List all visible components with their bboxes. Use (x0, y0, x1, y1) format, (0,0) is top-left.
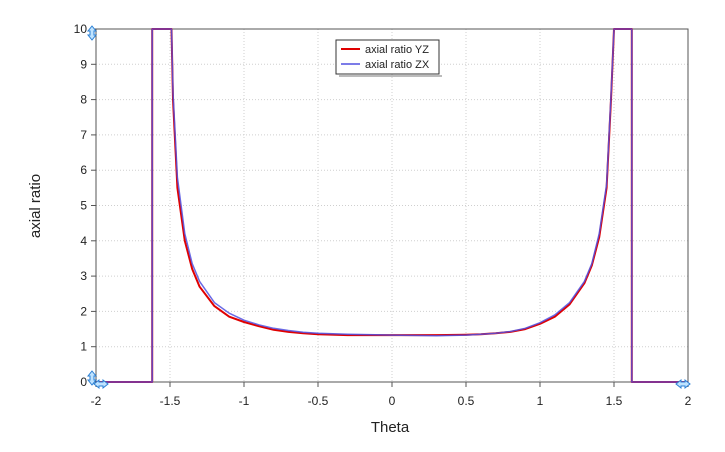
legend-label-yz: axial ratio YZ (365, 44, 429, 56)
x-axis-left-handle[interactable] (93, 378, 109, 390)
axes (91, 28, 689, 387)
series-lines (96, 28, 688, 383)
y-tick-label: 8 (80, 93, 87, 107)
legend-label-zx: axial ratio ZX (365, 59, 430, 71)
x-tick-label: 0.5 (458, 394, 475, 408)
legend-box (335, 39, 440, 75)
y-tick-label: 1 (80, 340, 87, 354)
y-tick-label: 0 (80, 375, 87, 389)
tick-labels: -2 -1.5 -1 -0.5 0 0.5 1 1.5 2 0 1 2 3 4 5 6 7 8 9 10 (74, 22, 692, 408)
y-tick-label: 6 (80, 163, 87, 177)
x-tick-label: 0 (389, 394, 396, 408)
axis-handles[interactable] (86, 25, 691, 390)
y-tick-label: 4 (80, 234, 87, 248)
y-tick-label: 7 (80, 128, 87, 142)
x-tick-label: 1 (537, 394, 544, 408)
y-tick-label: 9 (80, 57, 87, 71)
y-tick-label: 3 (80, 269, 87, 283)
x-tick-label: -1 (239, 394, 250, 408)
series-line-zx (96, 28, 688, 383)
y-axis-bottom-handle[interactable] (86, 370, 98, 386)
y-tick-label: 10 (74, 22, 88, 36)
x-axis-right-handle[interactable] (675, 378, 691, 390)
legend-shadow (339, 75, 442, 77)
x-axis-right-handle-shape (675, 378, 691, 390)
y-axis-title: axial ratio (27, 174, 44, 238)
x-tick-label: 2 (685, 394, 692, 408)
y-axis-top-handle[interactable] (86, 25, 98, 41)
y-tick-label: 5 (80, 199, 87, 213)
y-axis-bottom-handle-shape (86, 370, 98, 386)
y-tick-label: 2 (80, 304, 87, 318)
x-tick-label: -0.5 (308, 394, 329, 408)
legend: axial ratio YZ axial ratio ZX (335, 39, 442, 77)
x-axis-title: Theta (371, 419, 410, 436)
x-tick-label: -2 (91, 394, 102, 408)
y-axis-top-handle-shape (86, 25, 98, 41)
x-axis-left-handle-shape (93, 378, 109, 390)
x-tick-label: -1.5 (160, 394, 181, 408)
x-tick-label: 1.5 (606, 394, 623, 408)
